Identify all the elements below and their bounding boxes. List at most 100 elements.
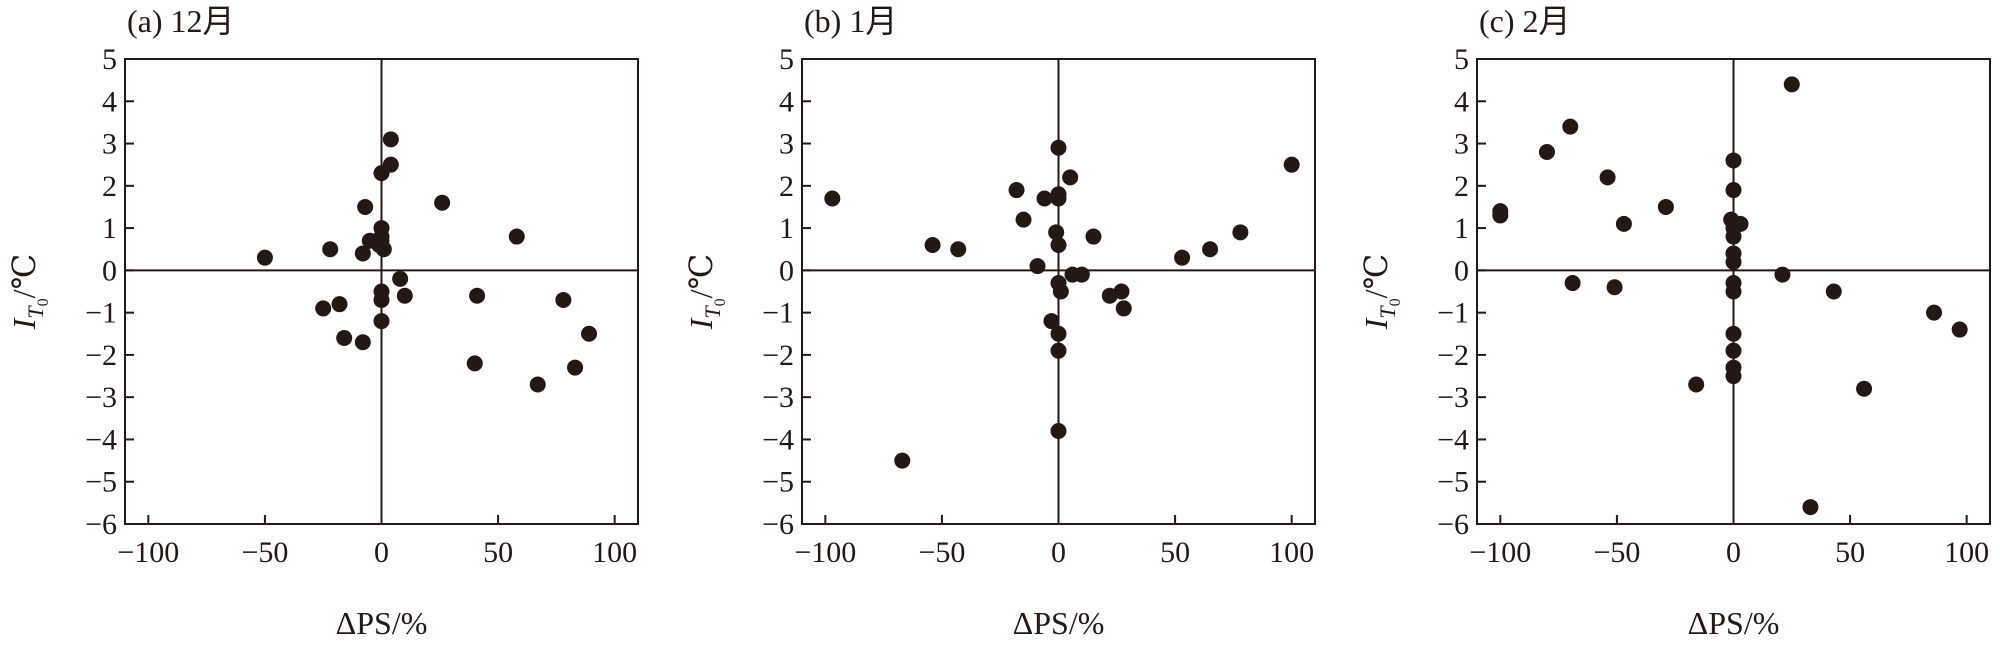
data-point xyxy=(1492,207,1509,224)
y-tick-label: 3 xyxy=(779,128,794,161)
y-axis-title-unit: /℃ xyxy=(6,254,42,299)
data-point xyxy=(1050,237,1067,253)
data-point xyxy=(508,228,525,245)
y-tick-label: 1 xyxy=(102,212,117,245)
y-axis-title-subsub: 0 xyxy=(712,298,729,306)
x-tick-label: −50 xyxy=(241,536,288,569)
y-tick-label: −6 xyxy=(1437,508,1469,541)
data-point xyxy=(354,334,371,351)
y-tick-label: 3 xyxy=(102,128,117,161)
y-tick-label: −5 xyxy=(1437,466,1469,499)
data-point xyxy=(357,198,374,215)
data-point xyxy=(1050,342,1067,359)
data-point xyxy=(894,452,911,469)
data-point xyxy=(1725,253,1742,270)
y-tick-label: −6 xyxy=(85,508,117,541)
data-point xyxy=(1725,152,1742,169)
data-point xyxy=(466,355,483,372)
y-tick-label: −4 xyxy=(85,423,117,456)
y-axis-title: IT0/℃ xyxy=(6,254,52,331)
x-tick-label: 0 xyxy=(1051,536,1066,569)
y-tick-label: −3 xyxy=(85,381,117,414)
data-point xyxy=(469,287,486,304)
data-point xyxy=(1050,423,1067,439)
data-point xyxy=(567,359,584,376)
data-point xyxy=(256,249,273,266)
y-tick-label: −3 xyxy=(1437,381,1469,414)
data-point xyxy=(1043,313,1060,330)
y-tick-label: 1 xyxy=(779,212,794,245)
y-tick-label: 3 xyxy=(1454,128,1469,161)
data-point xyxy=(1015,211,1032,228)
data-point xyxy=(336,330,353,346)
data-point xyxy=(1283,156,1300,173)
data-point xyxy=(1606,279,1623,296)
y-axis-title: IT0/℃ xyxy=(1358,254,1404,331)
y-axis-title-unit: /℃ xyxy=(1358,254,1394,299)
panel-title: (b) 1月 xyxy=(804,3,897,39)
y-tick-label: 2 xyxy=(1454,170,1469,203)
data-point xyxy=(396,287,413,304)
data-point xyxy=(373,291,390,308)
y-axis-title: IT0/℃ xyxy=(683,254,729,331)
panel-1: −100 −50 0 50 100 5 4 3 2 1 0 −1 −2 −3 −4 −5 −6 (a) 12月 ΔP… xyxy=(6,3,639,641)
panel-2: −100 −50 0 50 100 5 4 3 2 1 0 −1 −2 −3 −4 −5 −6 (b) 1月 ΔPS… xyxy=(683,3,1316,641)
y-tick-label: −6 xyxy=(762,508,794,541)
data-point xyxy=(1725,283,1742,300)
data-point xyxy=(1856,380,1873,397)
y-tick-label: 4 xyxy=(1454,85,1469,118)
y-tick-label: 0 xyxy=(1454,254,1469,287)
y-tick-label: 4 xyxy=(779,85,794,118)
data-point xyxy=(924,237,941,253)
data-point xyxy=(1115,300,1132,317)
panel-title: (a) 12月 xyxy=(127,3,235,39)
y-tick-label: −3 xyxy=(762,381,794,414)
x-axis-title: ΔPS/% xyxy=(336,605,428,640)
x-tick-label: 100 xyxy=(1269,536,1314,569)
y-tick-label: −1 xyxy=(762,297,794,330)
y-tick-label: 5 xyxy=(779,43,794,76)
y-tick-label: −1 xyxy=(1437,297,1469,330)
y-tick-label: 4 xyxy=(102,85,117,118)
data-point xyxy=(824,190,841,207)
x-tick-label: 100 xyxy=(592,536,637,569)
y-tick-label: 1 xyxy=(1454,212,1469,245)
y-axis-title-unit: /℃ xyxy=(683,254,719,299)
data-point xyxy=(1073,266,1090,283)
x-tick-label: 50 xyxy=(483,536,513,569)
data-point xyxy=(382,131,399,148)
y-tick-label: −4 xyxy=(1437,423,1469,456)
data-point xyxy=(1725,368,1742,385)
data-point xyxy=(1951,321,1968,338)
y-tick-label: 0 xyxy=(779,254,794,287)
data-point xyxy=(1825,283,1842,300)
data-point xyxy=(331,296,348,313)
x-tick-label: 0 xyxy=(374,536,389,569)
data-point xyxy=(373,313,390,330)
data-point xyxy=(1732,215,1749,232)
y-axis-title-sub: T xyxy=(1375,305,1400,319)
data-point xyxy=(1062,169,1079,186)
data-point xyxy=(1008,182,1025,199)
y-axis-title-subsub: 0 xyxy=(35,298,52,306)
y-tick-label: 5 xyxy=(1454,43,1469,76)
data-point xyxy=(434,194,451,211)
y-tick-label: 2 xyxy=(779,170,794,203)
y-tick-label: −2 xyxy=(85,339,117,372)
y-tick-label: 2 xyxy=(102,170,117,203)
data-point xyxy=(1774,266,1791,283)
data-point xyxy=(322,241,339,258)
x-tick-label: −100 xyxy=(794,536,856,569)
data-point xyxy=(1688,376,1705,393)
x-tick-label: −100 xyxy=(117,536,179,569)
data-point xyxy=(373,228,390,245)
y-axis-title-main: I xyxy=(1358,317,1394,330)
x-tick-label: 50 xyxy=(1160,536,1190,569)
data-point xyxy=(315,300,332,317)
data-point xyxy=(1085,228,1102,245)
data-point xyxy=(1036,190,1053,207)
data-point xyxy=(1113,283,1130,300)
data-point xyxy=(1048,224,1065,241)
y-tick-label: 5 xyxy=(102,43,117,76)
